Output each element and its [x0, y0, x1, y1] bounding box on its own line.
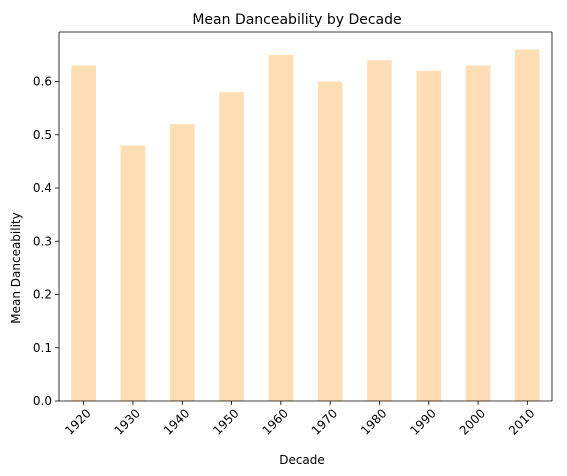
bar-1980 [367, 60, 392, 401]
y-ticks-group: 0.0 0.1 0.2 0.3 0.4 0.5 0.6 [33, 75, 59, 408]
bar-1960 [268, 54, 294, 402]
y-tick-label-0.2: 0.2 [33, 288, 52, 302]
bar-1930 [120, 145, 146, 401]
x-tick-label-1980: 1980 [358, 406, 389, 437]
x-tick-label-1970: 1970 [309, 406, 340, 437]
y-axis-label: Mean Danceability [9, 212, 23, 323]
y-tick-label-0.1: 0.1 [33, 341, 52, 355]
bar-1950 [219, 92, 244, 402]
bar-1970 [317, 81, 343, 402]
bars-group [71, 49, 540, 402]
bar-1920 [71, 65, 96, 402]
axes-group [58, 31, 553, 402]
x-tick-label-2000: 2000 [457, 406, 488, 437]
y-tick-label-0.4: 0.4 [33, 181, 52, 195]
x-ticks-group: 1920 1930 1940 1950 1960 1970 1980 1990 2000 2010 [62, 401, 537, 438]
x-tick-label-1920: 1920 [62, 406, 93, 437]
x-tick-label-1960: 1960 [259, 406, 290, 437]
bar-2010 [515, 49, 540, 401]
x-tick-label-1990: 1990 [407, 406, 438, 437]
x-tick-label-1950: 1950 [210, 406, 241, 437]
x-tick-label-2010: 2010 [506, 406, 537, 437]
y-tick-label-0.0: 0.0 [33, 394, 52, 408]
x-tick-label-1930: 1930 [112, 406, 143, 437]
y-tick-label-0.5: 0.5 [33, 128, 52, 142]
bar-2000 [465, 65, 491, 402]
x-tick-label-1940: 1940 [161, 406, 192, 437]
y-tick-label-0.6: 0.6 [33, 75, 52, 89]
y-tick-label-0.3: 0.3 [33, 234, 52, 248]
chart-title: Mean Danceability by Decade [192, 12, 401, 28]
bar-1940 [169, 124, 195, 402]
x-axis-label: Decade [279, 453, 325, 467]
bar-1990 [416, 70, 442, 402]
